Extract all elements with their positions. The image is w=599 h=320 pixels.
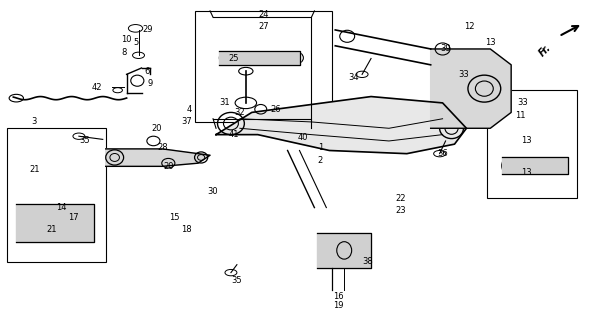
Polygon shape bbox=[431, 49, 511, 128]
Text: 20: 20 bbox=[151, 124, 162, 133]
Text: 6: 6 bbox=[145, 67, 150, 76]
Bar bbox=[195, 11, 332, 122]
Text: 33: 33 bbox=[458, 70, 469, 79]
Text: 11: 11 bbox=[515, 111, 525, 120]
Text: 13: 13 bbox=[485, 38, 495, 47]
Text: 14: 14 bbox=[56, 203, 66, 212]
Text: 19: 19 bbox=[333, 301, 343, 310]
Bar bbox=[7, 128, 106, 261]
Text: 35: 35 bbox=[80, 136, 90, 146]
Text: 24: 24 bbox=[259, 10, 269, 19]
Text: 36: 36 bbox=[437, 149, 448, 158]
Text: 31: 31 bbox=[220, 99, 230, 108]
Text: 41: 41 bbox=[229, 130, 239, 139]
Text: 42: 42 bbox=[92, 83, 102, 92]
Text: 8: 8 bbox=[121, 48, 126, 57]
Text: 9: 9 bbox=[148, 79, 153, 88]
Text: 21: 21 bbox=[29, 165, 40, 174]
Text: 37: 37 bbox=[181, 117, 192, 126]
Text: 18: 18 bbox=[181, 225, 192, 234]
Polygon shape bbox=[106, 149, 210, 166]
Text: 16: 16 bbox=[333, 292, 344, 301]
Text: 32: 32 bbox=[235, 108, 245, 117]
Text: 34: 34 bbox=[348, 73, 358, 82]
Text: 26: 26 bbox=[270, 105, 281, 114]
Text: 2: 2 bbox=[317, 156, 323, 164]
Text: 27: 27 bbox=[258, 22, 269, 31]
Polygon shape bbox=[16, 204, 94, 243]
Polygon shape bbox=[219, 51, 300, 65]
Text: 21: 21 bbox=[47, 225, 58, 234]
Text: 12: 12 bbox=[464, 22, 474, 31]
Text: 5: 5 bbox=[133, 38, 138, 47]
Text: 30: 30 bbox=[208, 187, 219, 196]
Text: 17: 17 bbox=[68, 212, 78, 222]
Text: 4: 4 bbox=[186, 105, 192, 114]
Bar bbox=[488, 90, 577, 198]
Text: 22: 22 bbox=[395, 194, 406, 203]
Text: 1: 1 bbox=[317, 143, 323, 152]
Text: 40: 40 bbox=[297, 133, 308, 142]
Text: 20: 20 bbox=[163, 162, 174, 171]
Polygon shape bbox=[317, 233, 371, 268]
Text: 39: 39 bbox=[440, 44, 451, 53]
Text: 13: 13 bbox=[521, 136, 531, 146]
Text: 33: 33 bbox=[518, 99, 528, 108]
Text: 28: 28 bbox=[157, 143, 168, 152]
Text: 10: 10 bbox=[122, 35, 132, 44]
Text: 23: 23 bbox=[395, 206, 406, 215]
Text: 29: 29 bbox=[142, 25, 153, 35]
Polygon shape bbox=[502, 157, 568, 174]
Text: 35: 35 bbox=[232, 276, 242, 285]
Text: 25: 25 bbox=[229, 54, 239, 63]
Text: Fr.: Fr. bbox=[537, 43, 553, 59]
Text: 13: 13 bbox=[521, 168, 531, 177]
Polygon shape bbox=[216, 97, 467, 154]
Text: 15: 15 bbox=[169, 212, 180, 222]
Text: 38: 38 bbox=[362, 257, 373, 266]
Text: 3: 3 bbox=[32, 117, 37, 126]
